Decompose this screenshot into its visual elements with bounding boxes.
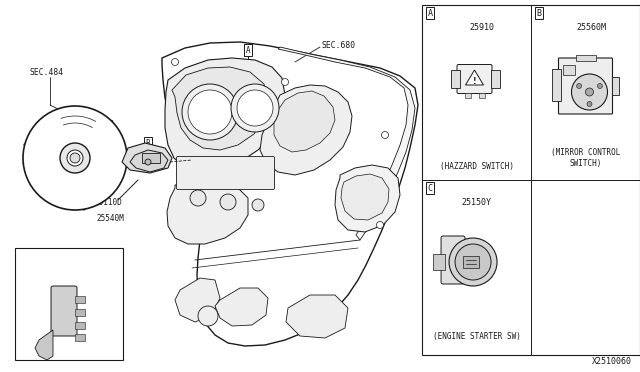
Circle shape <box>572 74 607 110</box>
Polygon shape <box>167 182 248 244</box>
Polygon shape <box>335 165 400 232</box>
Bar <box>552 69 561 101</box>
Circle shape <box>188 90 232 134</box>
Text: X2510060: X2510060 <box>592 357 632 366</box>
Bar <box>142 153 160 163</box>
FancyBboxPatch shape <box>457 64 492 93</box>
Circle shape <box>587 102 592 106</box>
Circle shape <box>376 221 383 228</box>
FancyBboxPatch shape <box>559 58 612 114</box>
Circle shape <box>172 58 179 65</box>
Bar <box>75 322 85 329</box>
Bar <box>463 256 479 268</box>
Text: !: ! <box>473 77 476 86</box>
Bar <box>15 248 123 360</box>
Text: (ENGINE STARTER SW): (ENGINE STARTER SW) <box>433 333 520 341</box>
Polygon shape <box>465 70 483 85</box>
Circle shape <box>182 84 238 140</box>
Polygon shape <box>162 42 418 346</box>
Bar <box>75 309 85 316</box>
Bar <box>465 93 470 98</box>
Text: 25150Y: 25150Y <box>461 198 492 207</box>
Text: (HAZZARD SWITCH): (HAZZARD SWITCH) <box>440 161 513 170</box>
Bar <box>563 65 575 75</box>
Circle shape <box>67 150 83 166</box>
Circle shape <box>237 90 273 126</box>
Text: 25540M: 25540M <box>96 214 124 222</box>
Bar <box>479 93 484 98</box>
Circle shape <box>449 238 497 286</box>
Polygon shape <box>35 330 53 360</box>
Circle shape <box>23 106 127 210</box>
Bar <box>75 296 85 303</box>
Circle shape <box>60 143 90 173</box>
Circle shape <box>198 306 218 326</box>
Circle shape <box>70 153 80 163</box>
Polygon shape <box>215 288 268 326</box>
Text: 25550N: 25550N <box>23 258 51 267</box>
Circle shape <box>145 159 151 165</box>
Bar <box>490 70 499 88</box>
Text: SEC.484: SEC.484 <box>30 67 64 77</box>
Circle shape <box>381 131 388 138</box>
Polygon shape <box>122 143 172 173</box>
Circle shape <box>190 190 206 206</box>
Text: C: C <box>193 190 197 199</box>
Bar <box>611 77 618 95</box>
Bar <box>451 70 460 88</box>
FancyBboxPatch shape <box>51 286 77 336</box>
Bar <box>575 55 595 61</box>
Circle shape <box>597 83 602 89</box>
Circle shape <box>577 83 582 89</box>
FancyBboxPatch shape <box>441 236 465 284</box>
Circle shape <box>455 244 491 280</box>
Polygon shape <box>130 150 168 172</box>
Text: C: C <box>428 183 433 192</box>
Circle shape <box>220 194 236 210</box>
Text: B: B <box>536 9 541 17</box>
Text: 25910: 25910 <box>470 23 495 32</box>
Text: 25110D: 25110D <box>94 198 122 206</box>
Polygon shape <box>260 85 352 175</box>
Polygon shape <box>274 91 335 152</box>
FancyBboxPatch shape <box>177 157 275 189</box>
Circle shape <box>586 88 593 96</box>
Polygon shape <box>165 58 285 172</box>
Text: SEC.680: SEC.680 <box>322 41 356 49</box>
Text: (MIRROR CONTROL
SWITCH): (MIRROR CONTROL SWITCH) <box>551 148 620 169</box>
Text: A: A <box>246 45 250 55</box>
Text: 25560M: 25560M <box>576 23 606 32</box>
Polygon shape <box>341 174 389 220</box>
Bar <box>75 334 85 341</box>
Polygon shape <box>286 295 348 338</box>
Bar <box>433 254 445 270</box>
Polygon shape <box>175 278 220 322</box>
Circle shape <box>282 78 289 86</box>
Polygon shape <box>172 67 268 150</box>
Text: B: B <box>146 138 150 148</box>
Text: A: A <box>428 9 433 17</box>
Circle shape <box>231 84 279 132</box>
Bar <box>422 5 640 355</box>
Polygon shape <box>278 47 415 240</box>
Circle shape <box>252 199 264 211</box>
